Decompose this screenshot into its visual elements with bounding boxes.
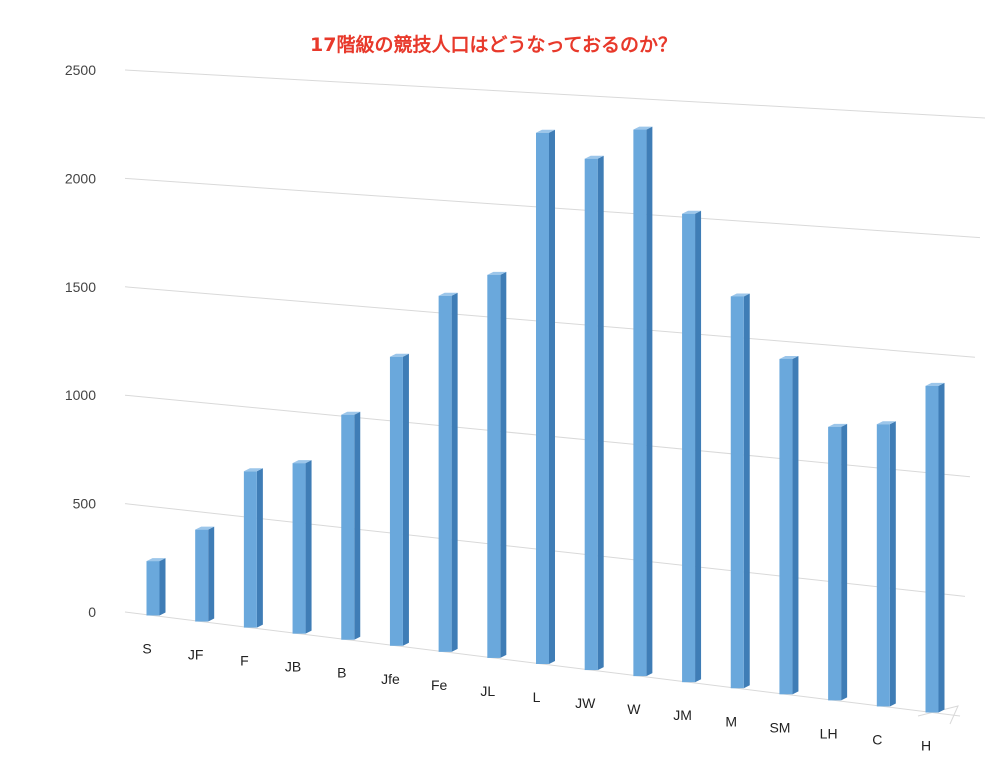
x-tick-label: F (240, 653, 249, 669)
bar-top (487, 271, 507, 275)
bar-top (389, 353, 409, 357)
bar-side (889, 421, 896, 707)
x-tick-label: JM (673, 707, 692, 723)
bar-B (341, 411, 361, 640)
bar-side (743, 293, 750, 689)
y-tick-label: 2500 (65, 62, 96, 78)
bar-side (402, 353, 409, 646)
bar-front (243, 471, 257, 628)
y-tick-label: 500 (73, 496, 97, 512)
bar-side (159, 558, 166, 616)
bar-SM (779, 355, 799, 695)
bar-top (925, 382, 945, 386)
bar-S (146, 558, 166, 616)
bar-M (730, 293, 750, 689)
bar-front (146, 561, 160, 616)
bar-C (876, 421, 896, 707)
x-tick-label: M (725, 713, 737, 729)
y-tick-label: 2000 (65, 170, 96, 186)
x-tick-label: L (533, 689, 541, 705)
bar-top (828, 423, 848, 427)
bar-side (938, 382, 945, 713)
x-axis-labels: S JF F JB B Jfe Fe JL L JW W JM M SM LH C H (142, 640, 931, 753)
bar-side (597, 155, 604, 671)
bar-side (208, 526, 215, 622)
bar-JM (682, 210, 702, 683)
x-tick-label: JB (285, 659, 301, 675)
bar-LH (828, 423, 848, 701)
bar-W (633, 126, 653, 677)
bar-side (646, 126, 653, 677)
bar-front (292, 463, 306, 634)
bar-front (536, 132, 549, 664)
x-tick-label: B (337, 665, 346, 681)
bar-top (584, 155, 604, 159)
bar-side (695, 210, 702, 683)
bar-JF (195, 526, 215, 622)
bar-top (876, 421, 896, 425)
y-tick-label: 1500 (65, 279, 96, 295)
floor-edge (917, 705, 959, 725)
x-tick-label: C (872, 731, 882, 747)
bar-top (633, 126, 653, 130)
x-tick-label: W (627, 701, 641, 717)
bar-JB (292, 460, 312, 634)
bar-front (389, 356, 403, 646)
x-tick-label: Jfe (381, 671, 400, 687)
bar-Fe (438, 292, 458, 652)
bar-H (925, 382, 945, 713)
bar-side (256, 468, 263, 628)
x-tick-label: LH (820, 725, 838, 741)
bar-top (292, 460, 312, 464)
x-tick-label: JW (575, 695, 596, 711)
x-tick-label: SM (769, 719, 790, 735)
bar-front (487, 274, 501, 658)
bar-front (730, 296, 744, 689)
bar-top (438, 292, 458, 296)
bar-front (195, 529, 209, 622)
y-tick-label: 1000 (65, 387, 96, 403)
bar-front (438, 295, 452, 652)
bar-front (633, 129, 647, 677)
bar-Jfe (389, 353, 409, 646)
bar-top (195, 526, 215, 530)
bar-side (841, 423, 848, 701)
x-tick-label: JF (188, 647, 204, 663)
y-tick-label: 0 (88, 604, 96, 620)
x-tick-label: Fe (431, 677, 448, 693)
bar-top (341, 411, 361, 415)
x-tick-label: JL (480, 683, 495, 699)
bar-top (730, 293, 750, 297)
bar-top (536, 129, 555, 133)
bar-side (792, 355, 799, 695)
bar-front (682, 213, 696, 683)
bar-JL (487, 271, 507, 658)
bar-side (451, 292, 458, 652)
bar-side (500, 271, 507, 658)
bar-side (354, 411, 361, 640)
bar-front (779, 358, 793, 695)
bar-side (305, 460, 312, 634)
bar-front (876, 424, 890, 707)
gridline (124, 69, 986, 119)
bar-top (146, 558, 166, 562)
bar-front (584, 158, 598, 671)
bar-side (549, 129, 555, 664)
bar-front (828, 426, 842, 701)
bar-top (779, 355, 799, 359)
x-tick-label: S (142, 640, 151, 656)
bar-F (243, 468, 263, 628)
bars (146, 126, 945, 713)
chart-title: 17階級の競技人口はどうなっておるのか？ (310, 34, 677, 56)
x-tick-label: H (921, 738, 931, 754)
bar-front (341, 414, 355, 640)
bar-JW (584, 155, 604, 671)
bar-top (243, 468, 263, 472)
bar-front (925, 385, 939, 713)
bar-L (536, 129, 555, 664)
y-axis-ticks: 0 500 1000 1500 2000 2500 (65, 62, 96, 620)
bar-top (682, 210, 702, 214)
